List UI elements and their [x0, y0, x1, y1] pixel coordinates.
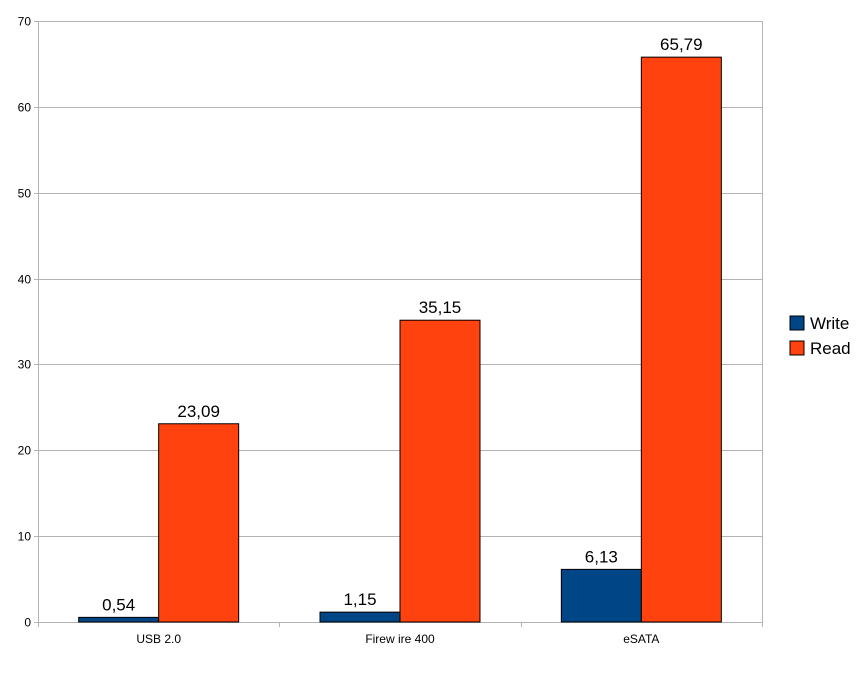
- y-tick-label: 40: [18, 273, 32, 287]
- y-tick-label: 30: [18, 358, 32, 372]
- bar-read: [158, 423, 240, 623]
- legend-swatch-write: [789, 315, 805, 331]
- y-tick-label: 20: [18, 444, 32, 458]
- x-tick-label: Firew ire 400: [365, 632, 435, 646]
- data-labels: 0,54 23,09 1,15 35,15 6,13 65,79: [102, 35, 702, 614]
- y-tick-label: 50: [18, 187, 32, 201]
- bar-write: [319, 611, 401, 623]
- y-tick-label: 10: [18, 530, 32, 544]
- data-label: 6,13: [585, 547, 618, 566]
- bar-write: [560, 568, 642, 623]
- data-label: 1,15: [343, 590, 376, 609]
- y-tick-label: 0: [24, 616, 31, 630]
- legend-swatch-read: [789, 340, 805, 356]
- legend: Write Read: [789, 314, 851, 358]
- bars: [78, 56, 722, 623]
- bar-read: [640, 56, 722, 623]
- x-tick-label: USB 2.0: [136, 632, 181, 646]
- bar-read: [399, 319, 481, 623]
- legend-label-write: Write: [810, 314, 849, 333]
- data-label: 0,54: [102, 595, 135, 614]
- data-label: 35,15: [419, 298, 462, 317]
- bar-write: [78, 616, 160, 623]
- axes: 0 10 20 30 40 50 60 70 USB 2.0 Firew ire 400 eSATA: [18, 15, 763, 646]
- y-tick-label: 60: [18, 101, 32, 115]
- x-tick-label: eSATA: [623, 632, 659, 646]
- data-label: 23,09: [177, 402, 220, 421]
- legend-label-read: Read: [810, 339, 851, 358]
- data-label: 65,79: [660, 35, 703, 54]
- y-tick-label: 70: [18, 15, 32, 29]
